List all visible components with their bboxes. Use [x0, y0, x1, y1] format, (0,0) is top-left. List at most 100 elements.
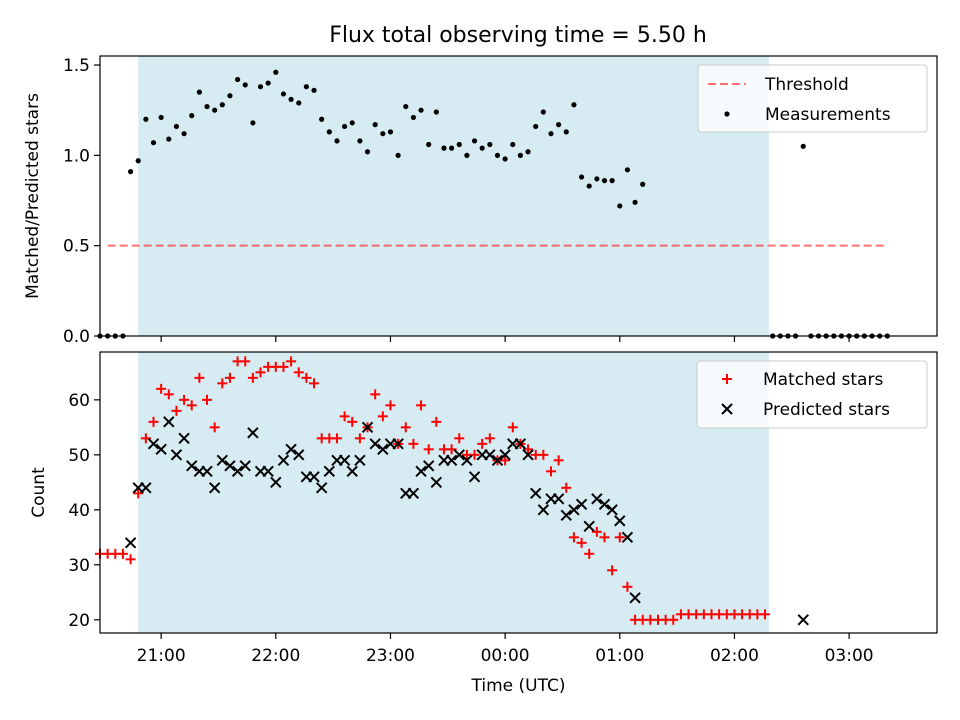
predicted-star-markers — [124, 416, 809, 626]
legend-matched-label: Matched stars — [763, 370, 883, 390]
measurement-point — [578, 174, 585, 180]
predicted-star-marker — [552, 493, 565, 505]
x-stroke — [262, 465, 274, 478]
legend-predicted-key — [721, 403, 733, 415]
predicted-star-marker — [208, 482, 221, 494]
x-stroke — [178, 432, 190, 445]
chart-title: Flux total observing time = 5.50 h — [329, 23, 707, 48]
matched-star-marker — [370, 389, 381, 400]
x-stroke — [522, 449, 534, 461]
matched-star-marker — [339, 411, 350, 422]
x-tick-label: 00:00 — [481, 646, 530, 666]
x-stroke — [598, 498, 611, 511]
predicted-star-marker — [484, 449, 496, 461]
matched-star-marker — [385, 400, 396, 411]
matched-star-marker — [607, 565, 618, 576]
predicted-star-marker — [201, 465, 213, 478]
top-panel: 0.0 0.5 1.0 1.5 Matched/Predicted stars Thr… — [23, 55, 938, 347]
measurement-point — [410, 114, 416, 121]
predicted-star-marker — [629, 592, 641, 604]
predicted-star-marker — [514, 438, 527, 450]
x-tick-label: 02:00 — [710, 646, 759, 666]
measurement-point — [563, 129, 569, 135]
measurement-point — [181, 131, 187, 137]
measurement-point — [372, 122, 378, 128]
matched-star-marker — [568, 532, 579, 543]
measurement-point — [257, 84, 264, 90]
measurement-point — [158, 114, 164, 121]
measurement-point — [433, 109, 439, 115]
measurement-point — [594, 176, 600, 182]
bottom-y-axis-label: Count — [29, 467, 49, 518]
predicted-star-marker — [163, 416, 175, 428]
x-stroke — [270, 476, 282, 489]
predicted-star-marker — [361, 421, 374, 434]
measurement-point — [571, 102, 577, 108]
predicted-star-marker — [124, 537, 137, 549]
matched-star-marker — [614, 532, 625, 543]
x-stroke — [537, 504, 550, 516]
predicted-star-marker — [537, 504, 550, 516]
legend-threshold-label: Threshold — [764, 75, 849, 95]
measurement-point — [135, 158, 141, 164]
matched-star-marker — [301, 372, 312, 383]
x-stroke — [338, 454, 351, 467]
x-tick-label: 23:00 — [366, 646, 415, 666]
x-stroke — [583, 520, 595, 533]
x-stroke — [499, 449, 511, 461]
top-legend: Threshold Measurements — [697, 64, 928, 133]
matched-star-marker — [423, 444, 434, 455]
measurement-point — [640, 181, 646, 187]
predicted-star-marker — [231, 465, 244, 478]
x-stroke — [147, 438, 160, 450]
x-stroke — [170, 449, 183, 461]
x-stroke — [721, 403, 733, 415]
x-stroke — [377, 443, 389, 456]
x-stroke — [453, 449, 465, 461]
x-stroke — [575, 498, 588, 511]
legend-predicted-label: Predicted stars — [763, 400, 890, 420]
measurement-point — [380, 131, 386, 137]
x-stroke — [293, 449, 305, 461]
predicted-star-marker — [606, 504, 618, 516]
y-tick-label: 20 — [68, 611, 90, 631]
x-stroke — [797, 614, 809, 626]
predicted-star-marker — [621, 531, 634, 544]
x-stroke — [369, 438, 381, 450]
measurement-point — [487, 141, 493, 148]
x-stroke — [140, 482, 152, 494]
measurement-point — [288, 96, 294, 102]
matched-star-marker — [622, 581, 633, 592]
y-tick-label: 40 — [68, 501, 90, 521]
matched-star-marker — [561, 482, 572, 493]
measurement-point — [609, 178, 615, 184]
measurement-point — [326, 129, 332, 135]
matched-star-marker — [454, 433, 465, 444]
matched-star-marker — [278, 361, 289, 372]
measurement-point — [533, 123, 539, 130]
measurement-point — [800, 143, 806, 149]
bottom-y-ticks: 20 30 40 50 60 — [68, 391, 100, 631]
x-stroke — [552, 493, 565, 505]
predicted-star-marker — [797, 614, 809, 626]
predicted-star-marker — [216, 454, 229, 467]
measurement-point — [319, 116, 325, 122]
matched-star-marker — [171, 405, 182, 416]
measurement-point — [357, 138, 363, 144]
predicted-star-marker — [277, 454, 290, 467]
measurement-point — [510, 141, 516, 148]
x-stroke — [629, 592, 641, 604]
measurement-point — [349, 120, 355, 126]
legend-matched-key — [722, 374, 732, 384]
matched-star-marker — [217, 378, 228, 389]
measurement-point — [219, 102, 225, 108]
matched-star-marker — [500, 455, 511, 466]
predicted-star-marker — [522, 449, 534, 461]
measurement-point — [204, 103, 210, 110]
measurement-point — [479, 145, 485, 151]
top-axes-frame — [99, 55, 938, 337]
matched-star-marker — [760, 609, 771, 620]
x-stroke — [216, 454, 229, 467]
matched-star-marker — [117, 548, 128, 559]
